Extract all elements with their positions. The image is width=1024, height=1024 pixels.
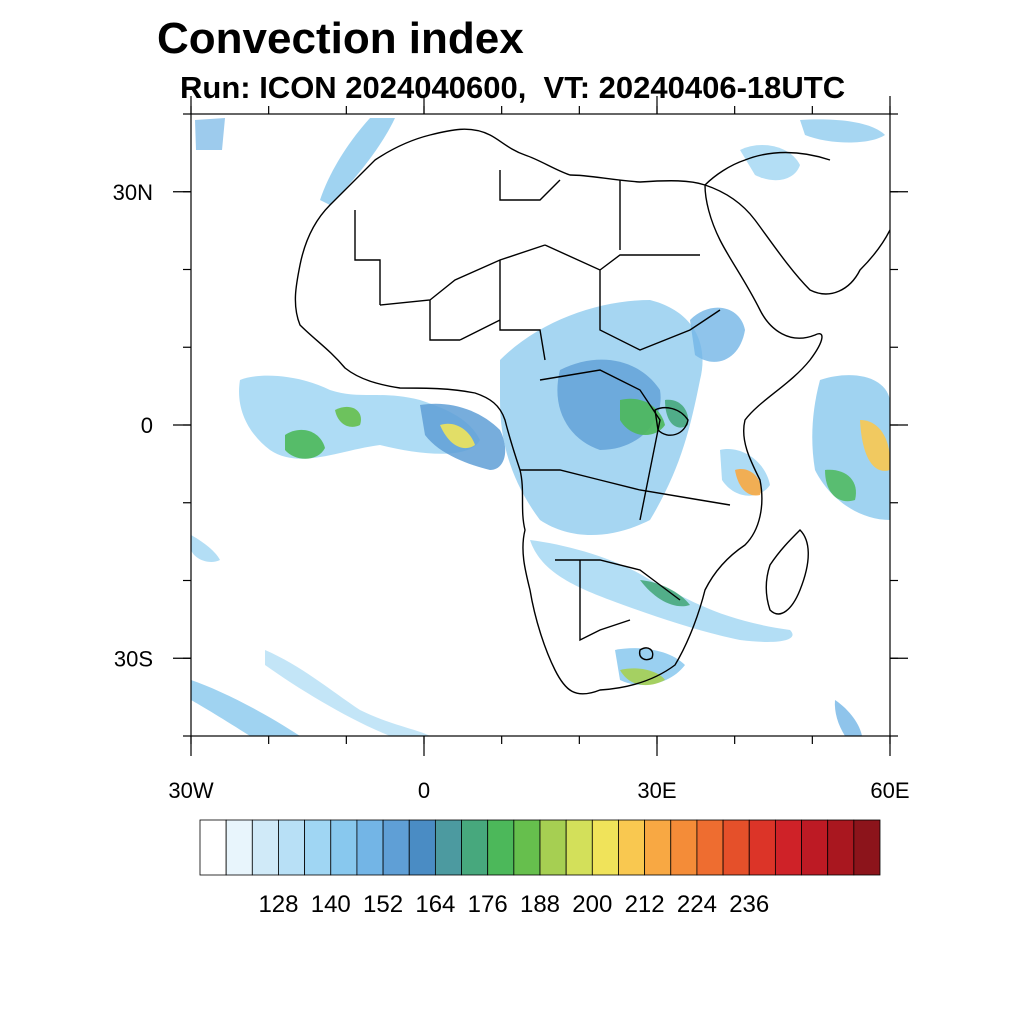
map-subtitle: Run: ICON 2024040600, VT: 20240406-18UTC xyxy=(180,70,846,105)
colorbar-swatch xyxy=(434,819,462,876)
lon-tick-label: 30W xyxy=(168,778,213,803)
colorbar-label: 176 xyxy=(468,891,508,918)
colorbar-swatch xyxy=(801,819,829,876)
colorbar-swatch xyxy=(382,819,410,876)
colorbar-swatch xyxy=(696,819,724,876)
colorbar-swatch xyxy=(670,819,698,876)
colorbar-swatch xyxy=(722,819,750,876)
lon-tick-label: 0 xyxy=(418,778,430,803)
colorbar-swatch xyxy=(487,819,515,876)
colorbar-swatch xyxy=(356,819,384,876)
colorbar-swatch xyxy=(251,819,279,876)
lon-tick-label: 30E xyxy=(637,778,676,803)
colorbar-label: 236 xyxy=(729,891,769,918)
colorbar-label: 188 xyxy=(520,891,560,918)
colorbar-swatch xyxy=(774,819,802,876)
colorbar-swatch xyxy=(853,819,881,876)
colorbar-swatch xyxy=(513,819,541,876)
lat-tick-label: 30S xyxy=(114,646,153,671)
colorbar-swatch xyxy=(304,819,332,876)
colorbar-swatch xyxy=(539,819,567,876)
colorbar-swatch xyxy=(278,819,306,876)
colorbar-swatch xyxy=(330,819,358,876)
colorbar-label: 128 xyxy=(258,891,298,918)
colorbar-label: 224 xyxy=(677,891,717,918)
colorbar-swatch xyxy=(748,819,776,876)
colorbar-label: 200 xyxy=(572,891,612,918)
lon-tick-label: 60E xyxy=(870,778,909,803)
colorbar-swatch xyxy=(565,819,593,876)
colorbar-swatch xyxy=(827,819,855,876)
colorbar-label: 152 xyxy=(363,891,403,918)
colorbar-label: 212 xyxy=(625,891,665,918)
colorbar xyxy=(199,819,881,876)
lat-tick-label: 30N xyxy=(113,180,153,205)
colorbar-swatch xyxy=(199,819,227,876)
colorbar-swatch xyxy=(408,819,436,876)
axis-tick-labels: 30N 0 30S 30W 0 30E 60E xyxy=(113,180,910,803)
colorbar-label: 164 xyxy=(415,891,455,918)
convection-field xyxy=(191,118,890,736)
colorbar-swatch xyxy=(225,819,253,876)
lat-tick-label: 0 xyxy=(141,413,153,438)
map-title: Convection index xyxy=(157,14,524,63)
colorbar-swatch xyxy=(618,819,646,876)
colorbar-swatch xyxy=(591,819,619,876)
coastlines xyxy=(294,128,890,695)
colorbar-labels: 128 140 152 164 176 188 200 212 224 236 xyxy=(258,891,769,918)
colorbar-label: 140 xyxy=(311,891,351,918)
colorbar-swatch xyxy=(461,819,489,876)
axis-ticks xyxy=(173,96,908,756)
colorbar-swatch xyxy=(644,819,672,876)
